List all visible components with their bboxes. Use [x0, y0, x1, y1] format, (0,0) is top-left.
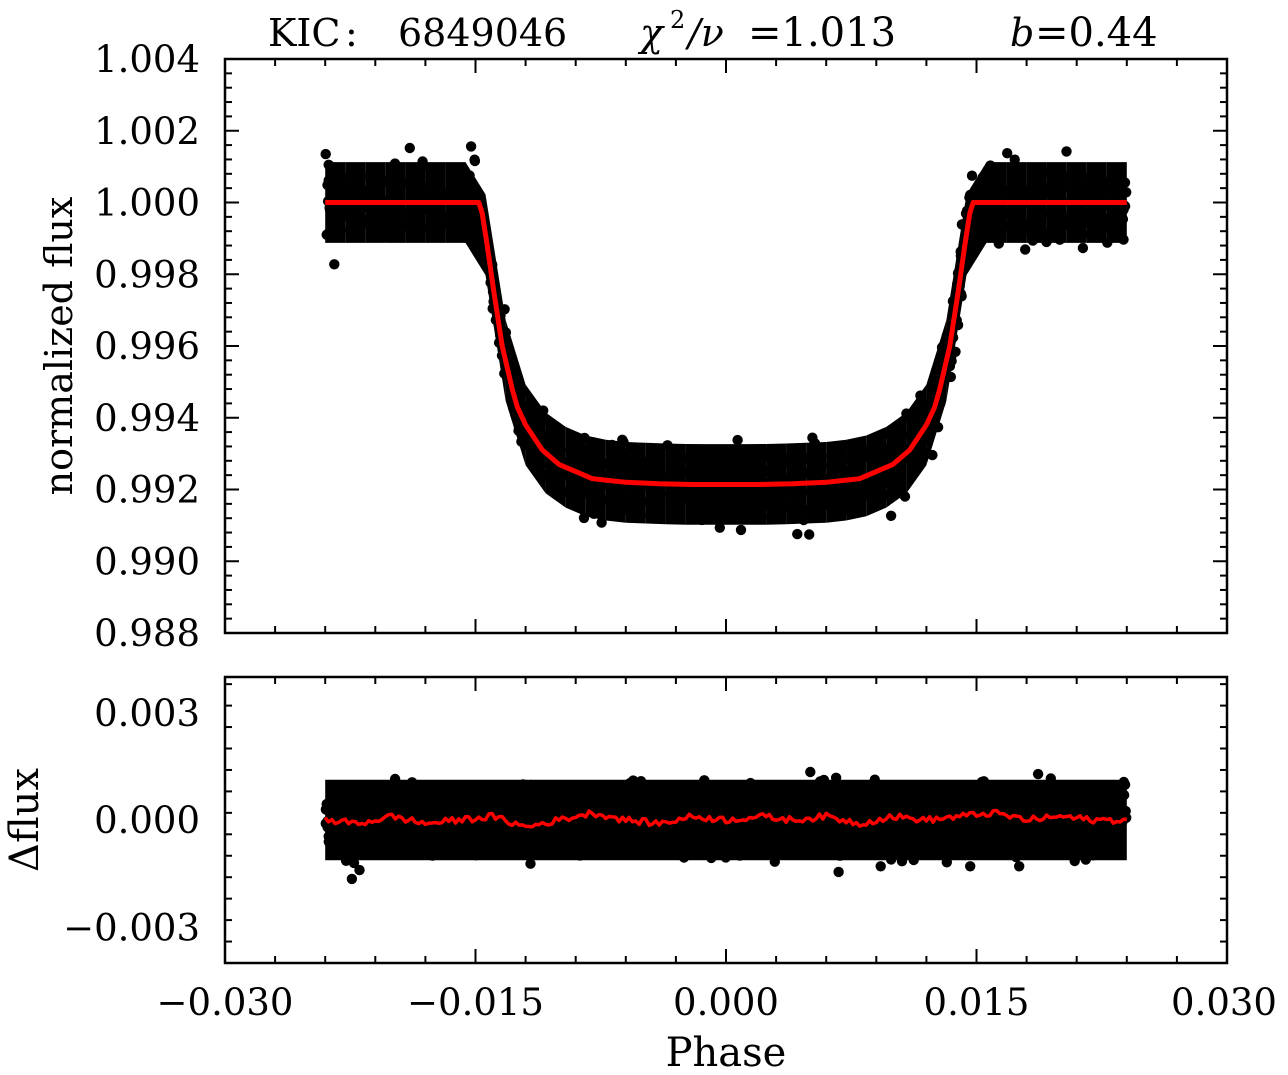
bottom-data-point — [1032, 768, 1044, 780]
top-data-point — [807, 432, 818, 443]
x-tick-label: 0.015 — [924, 981, 1030, 1024]
top-y-tick-label: 0.994 — [94, 397, 200, 440]
top-y-axis-label: normalized flux — [37, 197, 81, 496]
bottom-y-axis-label: Δflux — [2, 768, 48, 872]
bottom-y-tick-label: −0.003 — [63, 906, 200, 949]
top-y-tick-labels: 0.988 0.990 0.992 0.994 0.996 0.998 1.000 1.002… — [94, 38, 200, 655]
bottom-y-tick-label: 0.000 — [94, 799, 200, 842]
title-chi-power: 2 — [670, 6, 685, 34]
top-data-point — [804, 529, 815, 540]
top-data-point — [1019, 244, 1031, 255]
top-y-tick-label: 1.002 — [94, 110, 200, 153]
top-data-point — [469, 154, 480, 165]
top-data-point — [1061, 146, 1072, 157]
title-kic-separator: : — [345, 11, 358, 55]
bottom-panel: −0.003 0.000 0.003 −0.030 −0.015 0.000 0.015 0… — [2, 675, 1277, 1075]
top-data-point — [465, 141, 477, 152]
bottom-plot-frame — [223, 675, 1229, 965]
top-data-point — [885, 510, 897, 521]
top-data-point — [966, 170, 978, 181]
x-tick-label: 0.000 — [673, 981, 779, 1024]
top-data-point — [714, 522, 725, 533]
bottom-residual-line — [323, 808, 1127, 829]
bottom-x-tick-labels: −0.030 −0.015 0.000 0.015 0.030 — [157, 981, 1277, 1024]
bottom-data-point — [346, 873, 358, 885]
top-y-tick-label: 0.990 — [94, 540, 200, 583]
bottom-data-point — [1014, 861, 1025, 872]
top-y-tick-label: 0.996 — [94, 325, 200, 368]
bottom-data-point — [348, 857, 360, 869]
title-b-symbol: b — [1010, 11, 1034, 55]
top-ticks — [224, 58, 1228, 634]
x-tick-label: −0.030 — [157, 981, 294, 1024]
top-y-tick-label: 0.992 — [94, 469, 200, 512]
top-data-point — [735, 524, 747, 536]
figure-title: KIC : 6849046 χ 2 /ν =1.013 b =0.44 — [268, 6, 1158, 56]
title-chi-rest: /ν — [684, 11, 724, 55]
x-tick-label: −0.015 — [407, 981, 544, 1024]
top-data-point — [792, 528, 803, 540]
top-panel: 0.988 0.990 0.992 0.994 0.996 0.998 1.000 1.002… — [37, 38, 1229, 655]
bottom-y-tick-label: 0.003 — [94, 692, 200, 735]
bottom-data-point — [354, 864, 365, 876]
top-data-point — [1002, 148, 1013, 159]
x-tick-label: 0.030 — [1171, 981, 1277, 1024]
top-model-curve — [325, 200, 1127, 487]
bottom-data-points — [320, 766, 1132, 885]
title-chi-symbol: χ — [637, 11, 665, 55]
top-plot-frame — [223, 57, 1229, 635]
top-data-point — [732, 434, 743, 446]
bottom-data-point — [525, 858, 536, 869]
top-data-point — [404, 142, 415, 154]
title-kic-id: 6849046 — [398, 11, 567, 55]
title-b-value: =0.44 — [1035, 10, 1158, 56]
title-kic-label: KIC — [268, 11, 340, 55]
top-data-band — [966, 162, 987, 276]
x-axis-label: Phase — [666, 1030, 787, 1075]
bottom-residual-curve — [323, 808, 1127, 829]
bottom-data-point — [965, 861, 976, 872]
top-y-tick-label: 1.004 — [94, 38, 200, 81]
top-data-point — [320, 148, 331, 160]
bottom-y-tick-labels: −0.003 0.000 0.003 — [63, 692, 200, 950]
bottom-data-point — [833, 866, 844, 878]
top-data-point — [329, 259, 340, 270]
bottom-data-point — [875, 861, 886, 872]
top-transit-model-line — [325, 200, 1127, 487]
top-data-point — [1077, 242, 1089, 254]
top-y-tick-label: 0.998 — [94, 253, 200, 296]
top-y-tick-label: 1.000 — [94, 182, 200, 225]
title-chi-value: =1.013 — [748, 10, 896, 56]
top-y-tick-label: 0.988 — [94, 612, 200, 655]
top-data-band — [465, 162, 486, 276]
bottom-data-point — [805, 766, 816, 778]
